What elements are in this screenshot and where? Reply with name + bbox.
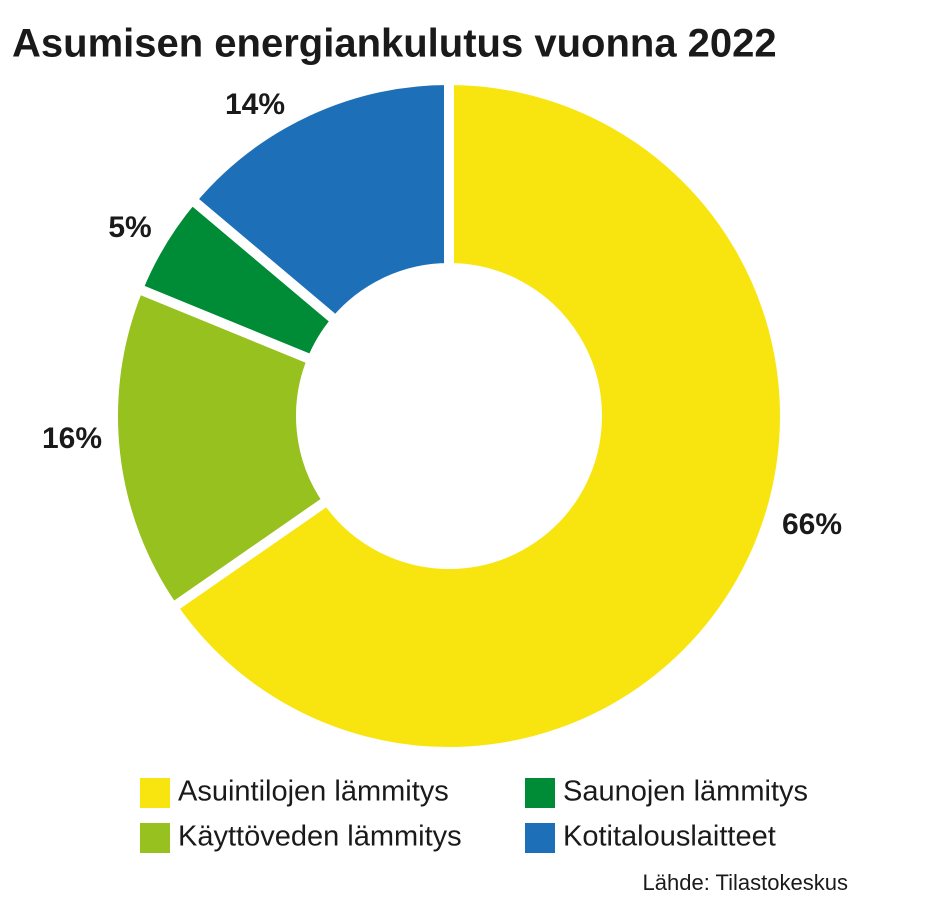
value-label: 14% xyxy=(225,88,285,121)
legend-swatch xyxy=(140,823,170,853)
legend-swatch xyxy=(140,778,170,808)
slice xyxy=(184,74,454,328)
value-label: 66% xyxy=(782,508,842,541)
legend-label: Asuintilojen lämmitys xyxy=(178,776,449,808)
legend-label: Saunojen lämmitys xyxy=(563,776,808,808)
slice xyxy=(108,282,335,615)
legend-label: Kotitalouslaitteet xyxy=(563,821,776,853)
legend-label: Käyttöveden lämmitys xyxy=(178,821,462,853)
legend-swatch xyxy=(525,823,555,853)
source: Lähde: Tilastokeskus xyxy=(643,870,848,895)
chart-title: Asumisen energiankulutus vuonna 2022 xyxy=(12,22,777,66)
value-label: 5% xyxy=(108,211,151,244)
legend-swatch xyxy=(525,778,555,808)
slice xyxy=(165,74,790,757)
value-label: 16% xyxy=(42,422,102,455)
